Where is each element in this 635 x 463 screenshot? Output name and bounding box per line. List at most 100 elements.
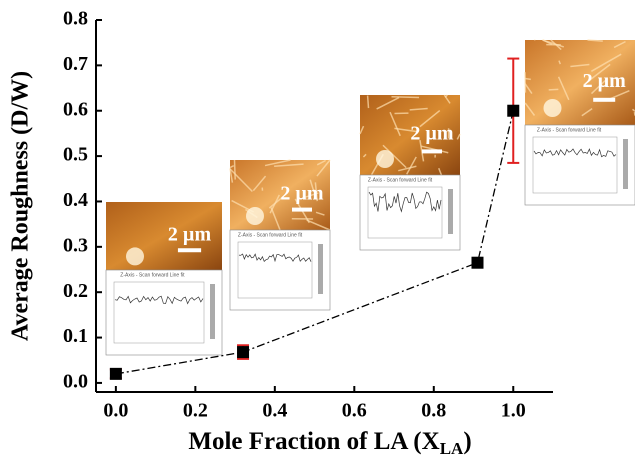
scale-label: 2 µm [410, 123, 454, 145]
x-axis-title-main: Mole Fraction of LA (X [188, 428, 439, 455]
bright-spot [246, 207, 264, 225]
profile-scale [448, 189, 453, 234]
fiber [315, 211, 325, 216]
x-tick-label: 1.0 [501, 400, 526, 422]
x-tick-label: 0.8 [421, 400, 446, 422]
profile-frame [367, 186, 443, 239]
fiber [314, 182, 318, 202]
profile-box [105, 269, 223, 356]
inset: 2 µm Z-Axis - Scan forward Line fit [524, 39, 635, 206]
fiber [389, 111, 401, 137]
fiber [419, 109, 441, 128]
y-tick-label: 0.4 [63, 189, 88, 211]
y-tick-label: 0.0 [63, 371, 88, 393]
fiber [419, 140, 425, 162]
fiber [524, 102, 536, 116]
fiber [359, 125, 365, 135]
fiber [438, 167, 443, 176]
fiber [456, 133, 461, 140]
fiber [268, 195, 285, 209]
fiber [264, 159, 291, 167]
fiber [270, 207, 281, 231]
scale-bar [422, 149, 442, 154]
fiber [316, 159, 326, 166]
fiber [542, 39, 565, 48]
fiber [391, 95, 420, 99]
x-axis-title-sub: LA [440, 439, 464, 458]
fiber [524, 77, 531, 81]
bright-spot [543, 99, 562, 117]
x-tick-label: 0.0 [103, 400, 128, 422]
profile-scale [623, 139, 628, 189]
marker [109, 367, 122, 380]
fiber [274, 163, 304, 168]
profile-caption: Z-Axis - Scan forward Line fit [368, 177, 433, 183]
profile-caption: Z-Axis - Scan forward Line fit [238, 232, 303, 238]
profile-frame [237, 241, 313, 299]
inset-image [525, 40, 635, 125]
bright-spot [376, 150, 394, 168]
profile-box [229, 229, 331, 311]
fiber [583, 63, 611, 86]
fiber [252, 175, 267, 192]
y-tick-label: 0.1 [63, 325, 88, 347]
inset: 2 µm Z-Axis - Scan forward Line fit [359, 94, 461, 251]
fiber [316, 159, 331, 177]
marker [507, 104, 520, 117]
fiber [394, 127, 419, 133]
x-axis-title-end: ) [463, 428, 471, 455]
fiber [382, 144, 407, 169]
fiber [590, 53, 622, 72]
profile-caption: Z-Axis - Scan forward Line fit [537, 127, 602, 133]
inset: 2 µm Z-Axis - Scan forward Line fit [105, 202, 223, 356]
profile-line [238, 253, 312, 263]
fiber [366, 95, 370, 109]
marker [237, 346, 250, 359]
fiber [229, 165, 235, 169]
y-tick-label: 0.2 [63, 280, 88, 302]
trend-line [115, 110, 514, 375]
scale-label: 2 µm [168, 224, 212, 246]
fiber [581, 107, 593, 117]
profile-box [359, 174, 461, 251]
fiber [409, 107, 428, 111]
marker [471, 256, 484, 269]
fiber [444, 94, 448, 98]
fiber [558, 60, 561, 65]
profile-frame [532, 136, 618, 194]
fiber [233, 159, 236, 180]
profile-frame [113, 281, 205, 344]
fiber [557, 76, 570, 101]
x-tick-label: 0.2 [183, 400, 208, 422]
fiber [362, 153, 367, 158]
profile-scale [210, 284, 215, 339]
fiber [376, 96, 400, 110]
x-axis-title: Mole Fraction of LA (XLA) [188, 428, 471, 458]
fiber [406, 156, 417, 175]
inset: 2 µm Z-Axis - Scan forward Line fit [229, 159, 331, 311]
profile-scale [318, 244, 323, 294]
fiber [590, 78, 607, 95]
y-tick-label: 0.8 [63, 8, 88, 30]
profile-line [533, 148, 617, 158]
fiber [309, 179, 315, 192]
fiber [398, 165, 417, 172]
inset-image [106, 202, 222, 270]
fiber [229, 168, 234, 183]
profile-caption: Z-Axis - Scan forward Line fit [120, 272, 185, 278]
y-tick-label: 0.3 [63, 234, 88, 256]
profile-line [368, 191, 442, 213]
scale-bar [292, 207, 312, 212]
fiber [570, 63, 590, 68]
y-tick-label: 0.6 [63, 98, 88, 120]
y-tick-label: 0.5 [63, 144, 88, 166]
fiber [524, 83, 533, 95]
y-axis-title: Average Roughness (D/W) [8, 71, 34, 341]
profile-line [114, 295, 204, 305]
profile-box [524, 124, 635, 206]
scale-bar [593, 97, 616, 102]
bright-spot [126, 247, 144, 266]
fiber [613, 40, 626, 49]
fiber [306, 219, 331, 231]
scale-label: 2 µm [280, 183, 324, 205]
